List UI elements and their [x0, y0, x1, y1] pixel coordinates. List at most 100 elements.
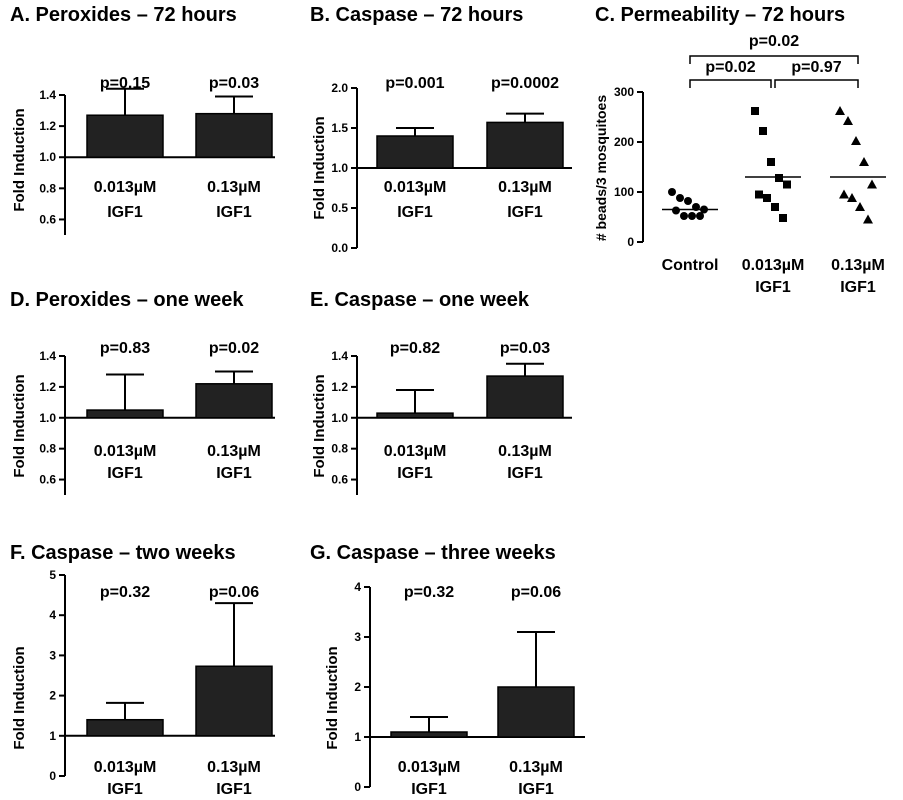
y-tick-label: 1.2: [331, 380, 348, 394]
panel-title: G. Caspase – three weeks: [310, 542, 556, 564]
category-label: IGF1: [518, 781, 554, 798]
y-tick-label: 0.0: [331, 241, 348, 255]
y-axis-label: Fold Induction: [11, 646, 28, 749]
category-label: 0.013µM: [384, 443, 447, 460]
data-point: [759, 127, 767, 135]
category-label: IGF1: [107, 204, 143, 221]
y-tick-label: 1.2: [39, 119, 56, 133]
category-label: IGF1: [107, 465, 143, 482]
data-point: [771, 203, 779, 211]
y-axis-label: Fold Induction: [311, 116, 328, 219]
y-axis-label: Fold Induction: [11, 108, 28, 211]
category-label: 0.013µM: [94, 759, 157, 776]
category-label: Control: [662, 257, 719, 274]
bar: [195, 665, 273, 737]
category-label: IGF1: [507, 465, 543, 482]
y-tick-label: 0.5: [331, 201, 348, 215]
data-point: [839, 189, 849, 199]
y-tick-label: 0.8: [331, 442, 348, 456]
panel-g: G. Caspase – three weeks 0 1 2 3 4 Fold Induct…: [310, 542, 585, 798]
category-label: 0.13µM: [207, 179, 261, 196]
category-label: IGF1: [216, 204, 252, 221]
y-tick-label: 2: [49, 689, 56, 703]
y-tick-label: 1.4: [39, 349, 56, 363]
bar: [390, 731, 468, 738]
y-tick-label: 1.0: [331, 411, 348, 425]
y-tick-label: 2: [354, 680, 361, 694]
panel-title: B. Caspase – 72 hours: [310, 4, 523, 26]
y-tick-label: 1.4: [39, 88, 56, 102]
data-point: [847, 193, 857, 202]
panel-f: F. Caspase – two weeks 0 1 2 3 4 5 Fold Inducti…: [10, 542, 275, 798]
p-value-label: p=0.82: [390, 340, 440, 357]
data-point: [688, 212, 696, 220]
data-point: [867, 179, 877, 189]
p-value-label: p=0.02: [209, 340, 259, 357]
y-tick-label: 1.5: [331, 121, 348, 135]
data-point: [767, 158, 775, 166]
y-tick-label: 3: [354, 630, 361, 644]
y-tick-label: 0: [49, 769, 56, 783]
panel-title: D. Peroxides – one week: [10, 289, 244, 311]
y-axis-label: # beads/3 mosquitoes: [593, 95, 609, 241]
category-label: 0.013µM: [742, 257, 805, 274]
y-tick-label: 1.4: [331, 349, 348, 363]
p-value-label: p=0.83: [100, 340, 150, 357]
p-value-label: p=0.03: [209, 75, 259, 92]
data-point: [672, 206, 680, 215]
data-point: [775, 174, 783, 182]
bar: [86, 718, 164, 737]
y-tick-label: 1.0: [39, 150, 56, 164]
y-tick-label: 3: [49, 648, 56, 662]
category-label: IGF1: [216, 781, 252, 798]
p-value-label: p=0.03: [500, 340, 550, 357]
y-tick-label: 1.2: [39, 380, 56, 394]
panel-c: C. Permeability – 72 hours 0 100 200 300 # be…: [593, 4, 886, 296]
p-value-label: p=0.02: [749, 33, 799, 50]
category-label: 0.013µM: [398, 759, 461, 776]
data-point: [668, 188, 676, 196]
bar: [486, 121, 564, 169]
category-label: IGF1: [397, 204, 433, 221]
data-point: [680, 212, 688, 220]
category-label: IGF1: [216, 465, 252, 482]
y-axis-label: Fold Induction: [11, 374, 28, 477]
y-tick-label: 1: [49, 729, 56, 743]
bar: [486, 375, 564, 419]
bar: [497, 686, 575, 738]
data-point: [751, 107, 759, 115]
data-point: [851, 136, 861, 145]
y-tick-label: 1: [354, 730, 361, 744]
category-label: 0.013µM: [94, 179, 157, 196]
category-label: IGF1: [507, 204, 543, 221]
category-label: IGF1: [107, 781, 143, 798]
y-tick-label: 100: [614, 185, 634, 199]
bar: [195, 383, 273, 419]
y-tick-label: 0.8: [39, 181, 56, 195]
p-value-label: p=0.02: [705, 59, 755, 76]
category-label: IGF1: [411, 781, 447, 798]
bar: [86, 114, 164, 158]
y-tick-label: 0.6: [331, 473, 348, 487]
y-tick-label: 1.0: [39, 411, 56, 425]
y-tick-label: 2.0: [331, 81, 348, 95]
data-point: [763, 194, 771, 202]
panel-b: B. Caspase – 72 hours 0.0 0.5 1.0 1.5 2.0 Fold…: [310, 4, 572, 255]
data-point: [684, 197, 692, 205]
data-point: [843, 116, 853, 125]
panel-title: F. Caspase – two weeks: [10, 542, 236, 564]
y-tick-label: 300: [614, 85, 634, 99]
panel-title: C. Permeability – 72 hours: [595, 4, 845, 26]
category-label: 0.013µM: [94, 443, 157, 460]
data-point: [863, 214, 873, 224]
y-axis-label: Fold Induction: [324, 646, 341, 749]
y-tick-label: 0: [627, 235, 634, 249]
p-value-label: p=0.0002: [491, 75, 559, 92]
bar: [376, 135, 454, 169]
data-point: [676, 194, 684, 202]
y-tick-label: 4: [49, 608, 56, 622]
p-value-label: p=0.06: [209, 584, 259, 601]
p-value-label: p=0.15: [100, 75, 150, 92]
y-tick-label: 0: [354, 780, 361, 794]
